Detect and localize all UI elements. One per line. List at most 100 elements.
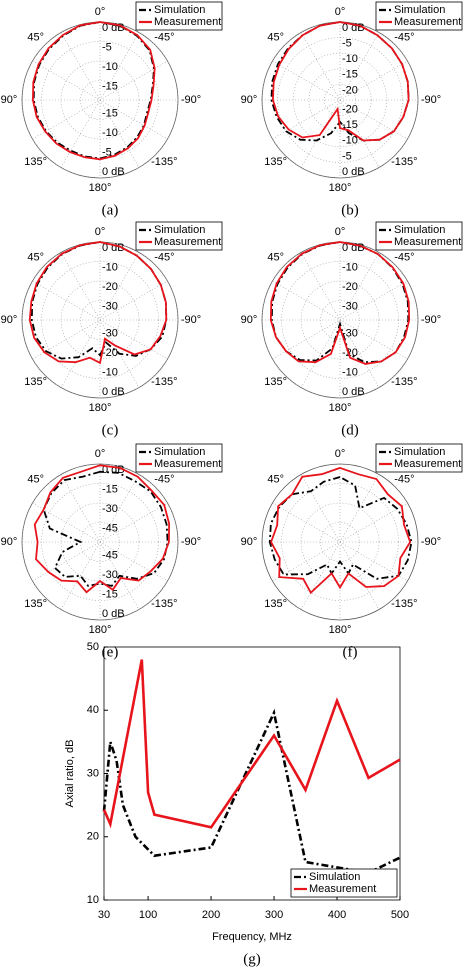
x-tick-label: 200 (202, 909, 220, 921)
ring (308, 68, 372, 132)
angle-label: 135° (264, 598, 287, 610)
angle-label: 180° (329, 182, 352, 194)
pattern-curve (28, 241, 168, 365)
y-tick-label: 40 (87, 704, 99, 716)
r-tick-label: 0 dB (342, 166, 365, 178)
angle-label: -45° (154, 32, 174, 44)
x-tick-label: 300 (265, 909, 283, 921)
r-tick-label: -45 (102, 549, 118, 561)
legend-box (135, 443, 223, 473)
angle-label: -90° (181, 94, 201, 106)
legend-label: Simulation (154, 446, 205, 458)
ring (60, 60, 140, 140)
polar-plot: 0 dB0 dB-10-10-20-20-30-300°45° -45°90° -9… (241, 226, 441, 414)
x-tick-label: 100 (139, 909, 157, 921)
r-tick-label: -5 (342, 150, 352, 162)
angle-label: 180° (329, 624, 352, 636)
angle-label: -135° (391, 376, 417, 388)
angle-label: -90° (181, 314, 201, 326)
legend-label: Simulation (154, 4, 205, 16)
r-tick-label: 0 dB (102, 608, 125, 620)
ring (80, 300, 120, 340)
pattern-curve (33, 464, 171, 594)
legend-box (375, 443, 463, 473)
angle-label: -135° (391, 598, 417, 610)
y-tick-label: 20 (87, 831, 99, 843)
angle-label: 180° (329, 402, 352, 414)
angle-label: 180° (89, 402, 112, 414)
r-tick-label: -30 (342, 300, 358, 312)
r-tick-label: 0 dB (102, 166, 125, 178)
angle-label: 0° (95, 6, 106, 18)
r-tick-label: -10 (102, 61, 118, 73)
spoke (60, 32, 140, 168)
polar-plot: 0 dB0 dB-10-10-20-20-30-300°45° -45°90° -9… (1, 226, 201, 414)
legend-label: Simulation (154, 224, 205, 236)
ring (292, 52, 388, 148)
spoke (300, 474, 380, 610)
ring (300, 280, 380, 360)
spoke (60, 474, 140, 610)
caption: (f) (343, 644, 358, 660)
pattern-curve (270, 241, 410, 364)
pattern-curve (269, 241, 411, 365)
r-tick-label: -30 (342, 327, 358, 339)
angle-label: -45° (154, 252, 174, 264)
angle-label: -135° (151, 156, 177, 168)
legend-label: Measurement (394, 236, 461, 248)
r-tick-label: -5 (102, 41, 112, 53)
legend-box (375, 221, 463, 251)
r-tick-label: -30 (102, 300, 118, 312)
angle-label: 90° (1, 94, 18, 106)
angle-label: 0° (95, 448, 106, 460)
r-tick-label: -20 (342, 104, 358, 116)
angle-label: 0° (335, 6, 346, 18)
angle-label: -45° (394, 252, 414, 264)
spoke (300, 252, 380, 388)
caption: (d) (341, 422, 359, 438)
x-axis-label: Frequency, MHz (212, 931, 292, 943)
angle-label: 180° (89, 624, 112, 636)
angle-label: -135° (151, 598, 177, 610)
angle-label: -135° (391, 156, 417, 168)
angle-label: -45° (394, 474, 414, 486)
angle-label: -45° (154, 474, 174, 486)
r-tick-label: -10 (342, 261, 358, 273)
ring (277, 37, 403, 163)
caption: (a) (102, 202, 119, 218)
ring (281, 261, 399, 379)
r-tick-label: -20 (102, 347, 118, 359)
pattern-curve (268, 476, 413, 580)
caption: (g) (243, 951, 261, 967)
legend-label: Measurement (154, 236, 221, 248)
angle-label: 90° (241, 536, 258, 548)
r-tick-label: -30 (102, 327, 118, 339)
spoke (60, 252, 140, 388)
angle-label: -90° (421, 314, 441, 326)
r-tick-label: -45 (102, 522, 118, 534)
r-tick-label: -5 (342, 38, 352, 50)
y-axis-label: Axial ratio, dB (64, 740, 76, 808)
series-line (102, 708, 401, 875)
r-tick-label: -20 (342, 84, 358, 96)
r-tick-label: -15 (342, 119, 358, 131)
angle-label: 90° (1, 314, 18, 326)
r-tick-label: -10 (342, 366, 358, 378)
x-tick-label: 30 (98, 909, 110, 921)
angle-label: 90° (241, 94, 258, 106)
angle-label: -90° (421, 94, 441, 106)
ring (300, 502, 380, 582)
r-tick-label: -15 (102, 80, 118, 92)
ring (41, 483, 159, 601)
angle-label: 45° (27, 474, 44, 486)
angle-label: 90° (241, 314, 258, 326)
angle-label: 0° (335, 448, 346, 460)
angle-label: 45° (27, 252, 44, 264)
r-tick-label: -10 (102, 366, 118, 378)
ring (320, 300, 360, 340)
angle-label: -90° (421, 536, 441, 548)
pattern-curve (31, 21, 156, 161)
y-tick-label: 30 (87, 767, 99, 779)
r-tick-label: -15 (102, 483, 118, 495)
r-tick-label: -30 (102, 503, 118, 515)
